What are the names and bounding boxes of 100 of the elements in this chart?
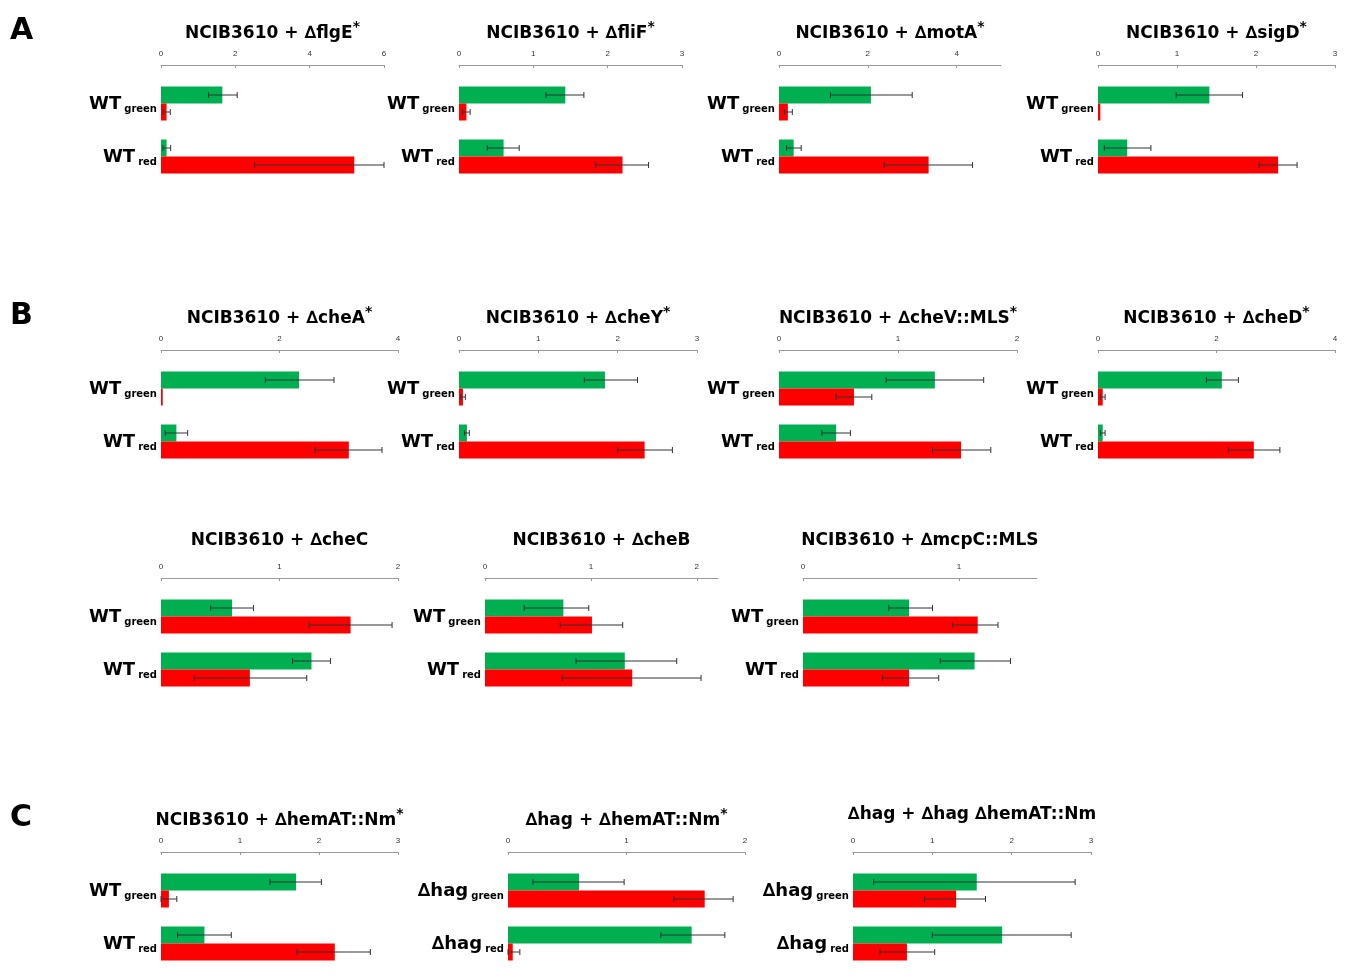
x-tick-label: 2 bbox=[1253, 48, 1259, 58]
bar bbox=[779, 156, 929, 174]
bar bbox=[803, 599, 910, 617]
x-tick-label: 3 bbox=[694, 333, 700, 343]
bar bbox=[779, 103, 788, 121]
bar bbox=[779, 86, 871, 104]
text: C bbox=[10, 797, 33, 833]
bar bbox=[779, 371, 935, 389]
y-tick-label: ∆hag$_{green}$ bbox=[417, 877, 504, 903]
x-tick-label: 1 bbox=[531, 48, 537, 58]
x-tick-label: 3 bbox=[1088, 835, 1094, 845]
bar bbox=[779, 424, 837, 442]
y-tick-label: WT$_{green}$ bbox=[89, 375, 157, 401]
text: A bbox=[10, 10, 34, 46]
x-tick-label: 1 bbox=[956, 561, 962, 571]
chart-title: NCIB3610 + ∆cheC bbox=[189, 528, 370, 550]
bar bbox=[161, 441, 349, 459]
x-tick-label: 0 bbox=[158, 561, 164, 571]
x-tick-label: 4 bbox=[307, 48, 313, 58]
y-tick-label: WT$_{red}$ bbox=[720, 428, 775, 454]
x-tick-label: 0 bbox=[456, 48, 462, 58]
chart-title: NCIB3610 + ∆cheD$^{*}$ bbox=[1122, 302, 1311, 328]
x-tick-label: 4 bbox=[954, 48, 960, 58]
y-tick-label: ∆hag$_{red}$ bbox=[776, 930, 849, 956]
y-tick-label: WT$_{green}$ bbox=[707, 375, 775, 401]
x-tick-label: 2 bbox=[316, 835, 322, 845]
x-tick-label: 2 bbox=[1014, 333, 1020, 343]
y-tick-label: WT$_{red}$ bbox=[102, 428, 157, 454]
y-tick-label: WT$_{red}$ bbox=[1039, 143, 1094, 169]
y-tick-label: WT$_{green}$ bbox=[413, 603, 481, 629]
x-tick-label: 2 bbox=[277, 333, 283, 343]
chart-title: NCIB3610 + ∆fliF$^{*}$ bbox=[485, 17, 656, 43]
chart-title: ∆hag + ∆hemAT::Nm$^{*}$ bbox=[524, 804, 729, 830]
chart-title: NCIB3610 + ∆motA$^{*}$ bbox=[794, 17, 986, 43]
y-tick-label: WT$_{red}$ bbox=[400, 143, 455, 169]
bar bbox=[803, 669, 910, 687]
bar bbox=[1098, 86, 1210, 104]
y-tick-label: WT$_{green}$ bbox=[1026, 375, 1094, 401]
x-tick-label: 3 bbox=[679, 48, 685, 58]
bar bbox=[161, 652, 312, 670]
bar bbox=[508, 890, 705, 908]
x-tick-label: 0 bbox=[850, 835, 856, 845]
bar bbox=[508, 926, 692, 944]
bar bbox=[853, 926, 1003, 944]
x-tick-label: 0 bbox=[158, 835, 164, 845]
y-tick-label: WT$_{green}$ bbox=[731, 603, 799, 629]
x-tick-label: 0 bbox=[158, 333, 164, 343]
chart-title: ∆hag + ∆hag ∆hemAT::Nm bbox=[846, 802, 1098, 824]
bar bbox=[485, 616, 592, 634]
x-tick-label: 1 bbox=[237, 835, 243, 845]
x-tick-label: 2 bbox=[742, 835, 748, 845]
x-tick-label: 1 bbox=[536, 333, 542, 343]
bar bbox=[161, 616, 351, 634]
y-tick-label: WT$_{green}$ bbox=[89, 603, 157, 629]
bar bbox=[161, 873, 297, 891]
y-tick-label: WT$_{red}$ bbox=[1039, 428, 1094, 454]
x-tick-label: 0 bbox=[776, 333, 782, 343]
x-tick-label: 0 bbox=[482, 561, 488, 571]
bar bbox=[161, 599, 233, 617]
x-tick-label: 1 bbox=[895, 333, 901, 343]
y-tick-label: WT$_{green}$ bbox=[387, 90, 455, 116]
x-tick-label: 1 bbox=[588, 561, 594, 571]
bar bbox=[1098, 371, 1222, 389]
x-tick-label: 0 bbox=[1095, 333, 1101, 343]
y-tick-label: WT$_{red}$ bbox=[400, 428, 455, 454]
x-tick-label: 1 bbox=[624, 835, 630, 845]
bar bbox=[459, 424, 467, 442]
x-tick-label: 3 bbox=[1332, 48, 1338, 58]
chart-title: NCIB3610 + ∆cheA$^{*}$ bbox=[185, 302, 374, 328]
y-tick-label: WT$_{red}$ bbox=[426, 656, 481, 682]
bar bbox=[803, 616, 978, 634]
x-tick-label: 2 bbox=[694, 561, 700, 571]
y-tick-label: WT$_{green}$ bbox=[89, 90, 157, 116]
x-tick-label: 4 bbox=[1332, 333, 1338, 343]
x-tick-label: 2 bbox=[1214, 333, 1220, 343]
bar bbox=[779, 388, 854, 406]
bar bbox=[459, 156, 623, 174]
x-tick-label: 0 bbox=[776, 48, 782, 58]
bar bbox=[161, 926, 205, 944]
x-tick-label: 6 bbox=[381, 48, 387, 58]
x-tick-label: 2 bbox=[605, 48, 611, 58]
y-tick-label: ∆hag$_{green}$ bbox=[762, 877, 849, 903]
chart-title: NCIB3610 + ∆hemAT::Nm$^{*}$ bbox=[154, 804, 405, 830]
y-tick-label: WT$_{red}$ bbox=[102, 656, 157, 682]
bar bbox=[459, 371, 605, 389]
bar bbox=[779, 441, 962, 459]
y-tick-label: WT$_{green}$ bbox=[707, 90, 775, 116]
x-tick-label: 1 bbox=[277, 561, 283, 571]
bar bbox=[459, 441, 645, 459]
y-tick-label: WT$_{green}$ bbox=[89, 877, 157, 903]
y-tick-label: WT$_{green}$ bbox=[387, 375, 455, 401]
x-tick-label: 0 bbox=[456, 333, 462, 343]
text: B bbox=[10, 295, 33, 331]
bar bbox=[485, 599, 564, 617]
x-tick-label: 2 bbox=[1009, 835, 1015, 845]
bar bbox=[853, 890, 957, 908]
chart-title: NCIB3610 + ∆cheY$^{*}$ bbox=[484, 302, 672, 328]
bar bbox=[803, 652, 975, 670]
chart-title: NCIB3610 + ∆cheV::MLS$^{*}$ bbox=[777, 302, 1019, 328]
bar bbox=[161, 371, 300, 389]
